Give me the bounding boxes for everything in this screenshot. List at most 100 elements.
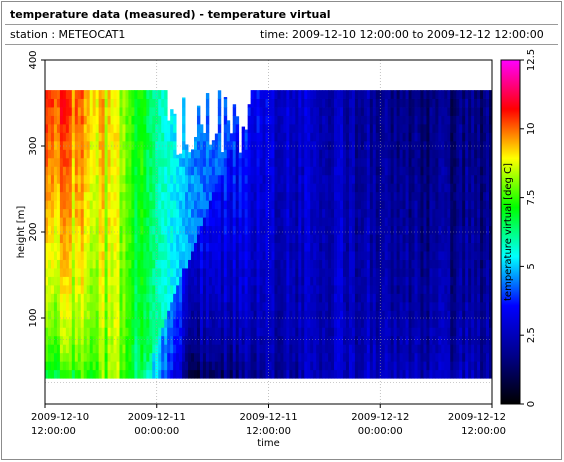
heatmap-cell xyxy=(274,166,278,176)
heatmap-cell xyxy=(292,191,296,201)
heatmap-cell xyxy=(92,293,97,303)
heatmap-cell xyxy=(191,310,195,320)
heatmap-cell xyxy=(140,268,144,277)
heatmap-cell xyxy=(92,352,97,362)
heatmap-cell xyxy=(220,352,225,362)
heatmap-cell xyxy=(143,276,147,286)
heatmap-cell xyxy=(441,200,445,210)
heatmap-cell xyxy=(411,242,415,252)
heatmap-cell xyxy=(95,344,100,354)
heatmap-cell xyxy=(223,352,228,362)
heatmap-cell xyxy=(211,140,216,142)
heatmap-cell xyxy=(292,318,296,328)
heatmap-cell xyxy=(486,259,490,269)
heatmap-cell xyxy=(208,208,213,218)
heatmap-cell xyxy=(298,268,302,277)
heatmap-cell xyxy=(316,318,320,328)
heatmap-cell xyxy=(86,115,91,125)
heatmap-cell xyxy=(381,361,386,371)
heatmap-cell xyxy=(292,123,296,133)
heatmap-cell xyxy=(202,268,207,277)
heatmap-cell xyxy=(453,140,457,150)
heatmap-cell xyxy=(140,242,144,252)
heatmap-cell xyxy=(286,327,290,337)
heatmap-cell xyxy=(307,166,311,176)
heatmap-cell xyxy=(450,284,454,294)
heatmap-cell xyxy=(289,310,293,320)
heatmap-cell xyxy=(304,242,308,252)
heatmap-cell xyxy=(235,361,240,371)
heatmap-cell xyxy=(113,327,117,337)
heatmap-cell xyxy=(226,259,231,269)
heatmap-cell xyxy=(182,242,186,252)
heatmap-cell xyxy=(98,90,103,99)
heatmap-cell xyxy=(116,259,120,269)
heatmap-cell xyxy=(432,327,436,337)
heatmap-cell xyxy=(56,276,61,286)
heatmap-cell xyxy=(345,107,350,116)
heatmap-cell xyxy=(232,217,237,227)
heatmap-cell xyxy=(420,276,424,286)
heatmap-cell xyxy=(313,166,317,176)
heatmap-cell xyxy=(176,310,180,320)
heatmap-cell xyxy=(462,98,466,108)
heatmap-cell xyxy=(50,276,55,286)
heatmap-cell xyxy=(113,191,117,201)
heatmap-cell xyxy=(74,318,79,328)
heatmap-cell xyxy=(196,123,201,133)
heatmap-cell xyxy=(59,90,64,99)
heatmap-cell xyxy=(334,90,338,99)
heatmap-cell xyxy=(465,225,469,235)
heatmap-cell xyxy=(92,234,97,244)
heatmap-cell xyxy=(98,369,103,379)
heatmap-cell xyxy=(438,140,442,150)
heatmap-cell xyxy=(384,327,389,337)
heatmap-cell xyxy=(137,318,141,328)
heatmap-cell xyxy=(164,123,168,133)
heatmap-cell xyxy=(146,157,150,167)
heatmap-cell xyxy=(432,234,436,244)
heatmap-cell xyxy=(256,157,260,167)
heatmap-cell xyxy=(182,123,186,133)
heatmap-cell xyxy=(420,191,424,201)
heatmap-cell xyxy=(217,149,222,159)
heatmap-cell xyxy=(480,191,484,201)
heatmap-cell xyxy=(387,174,392,184)
heatmap-cell xyxy=(277,149,281,159)
heatmap-cell xyxy=(211,191,216,201)
heatmap-cell xyxy=(471,301,475,311)
heatmap-cell xyxy=(208,301,213,311)
heatmap-cell xyxy=(271,276,275,286)
heatmap-cell xyxy=(265,369,269,379)
heatmap-cell xyxy=(214,166,219,176)
heatmap-cell xyxy=(53,242,58,252)
heatmap-cell xyxy=(271,183,275,193)
heatmap-cell xyxy=(489,259,493,269)
heatmap-cell xyxy=(134,259,138,269)
heatmap-cell xyxy=(489,369,493,379)
heatmap-cell xyxy=(205,149,210,159)
heatmap-cell xyxy=(223,140,228,150)
heatmap-cell xyxy=(429,293,433,303)
heatmap-cell xyxy=(194,140,198,150)
heatmap-cell xyxy=(271,335,275,345)
heatmap-cell xyxy=(393,115,398,125)
heatmap-cell xyxy=(214,208,219,218)
heatmap-cell xyxy=(77,166,82,176)
heatmap-cell xyxy=(116,183,120,193)
heatmap-cell xyxy=(417,344,421,354)
heatmap-cell xyxy=(214,251,219,260)
heatmap-cell xyxy=(465,149,469,159)
heatmap-cell xyxy=(405,157,409,167)
heatmap-cell xyxy=(92,98,97,108)
heatmap-cell xyxy=(110,284,114,294)
heatmap-cell xyxy=(167,284,171,294)
heatmap-cell xyxy=(486,191,490,201)
heatmap-cell xyxy=(50,335,55,345)
heatmap-cell xyxy=(229,251,234,260)
heatmap-cell xyxy=(387,107,392,116)
heatmap-cell xyxy=(128,183,132,193)
heatmap-cell xyxy=(250,268,254,277)
heatmap-cell xyxy=(369,251,374,260)
heatmap-cell xyxy=(131,318,135,328)
